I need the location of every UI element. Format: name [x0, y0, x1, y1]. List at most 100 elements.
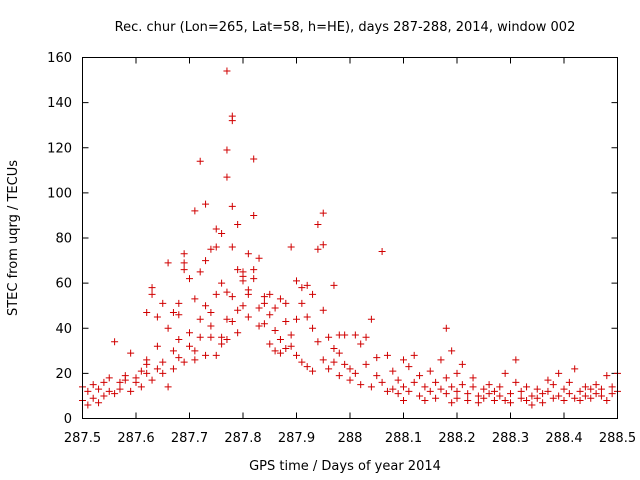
data-point-plus: [260, 299, 268, 307]
data-point-plus: [330, 281, 338, 289]
data-point-plus: [405, 363, 413, 371]
data-point-plus: [383, 387, 391, 395]
data-point-plus: [490, 396, 498, 404]
data-point-plus: [105, 374, 113, 382]
data-point-plus: [111, 390, 119, 398]
y-tick-label: 80: [55, 232, 72, 247]
data-point-plus: [490, 387, 498, 395]
data-point-plus: [153, 313, 161, 321]
data-point-plus: [175, 299, 183, 307]
data-point-plus: [357, 381, 365, 389]
data-point-plus: [362, 333, 370, 341]
data-point-plus: [608, 383, 616, 391]
data-point-plus: [196, 268, 204, 276]
data-point-plus: [228, 117, 236, 125]
data-point-plus: [223, 315, 231, 323]
data-point-plus: [576, 387, 584, 395]
chart-title: Rec. chur (Lon=265, Lat=58, h=HE), days …: [115, 20, 576, 35]
data-point-plus: [544, 376, 552, 384]
data-point-plus: [309, 367, 317, 375]
y-tick-label: 100: [47, 186, 72, 201]
data-point-plus: [250, 266, 258, 274]
data-point-plus: [127, 387, 135, 395]
data-point-plus: [159, 369, 167, 377]
data-point-plus: [255, 254, 263, 262]
data-point-plus: [421, 396, 429, 404]
data-point-plus: [367, 383, 375, 391]
data-point-plus: [169, 308, 177, 316]
x-tick-label: 287.5: [64, 431, 101, 446]
data-point-plus: [218, 333, 226, 341]
data-point-plus: [335, 372, 343, 380]
data-point-plus: [143, 356, 151, 364]
x-tick-label: 287.7: [171, 431, 208, 446]
x-tick-label: 288.3: [492, 431, 529, 446]
data-point-plus: [539, 399, 547, 407]
data-point-plus: [223, 288, 231, 296]
data-point-plus: [544, 387, 552, 395]
data-point-plus: [228, 202, 236, 210]
data-point-plus: [180, 250, 188, 258]
data-point-plus: [416, 372, 424, 380]
data-point-plus: [239, 302, 247, 310]
data-point-plus: [164, 383, 172, 391]
data-point-plus: [282, 317, 290, 325]
data-point-plus: [319, 209, 327, 217]
data-point-plus: [287, 331, 295, 339]
data-point-plus: [458, 360, 466, 368]
data-point-plus: [159, 299, 167, 307]
data-point-plus: [592, 390, 600, 398]
data-point-plus: [432, 378, 440, 386]
data-point-plus: [597, 385, 605, 393]
data-point-plus: [485, 381, 493, 389]
data-point-plus: [416, 392, 424, 400]
data-point-plus: [234, 220, 242, 228]
data-point-plus: [394, 390, 402, 398]
data-point-plus: [244, 250, 252, 258]
data-point-plus: [325, 333, 333, 341]
data-point-plus: [571, 394, 579, 402]
data-point-plus: [303, 363, 311, 371]
data-point-plus: [442, 390, 450, 398]
data-point-plus: [576, 396, 584, 404]
data-point-plus: [469, 383, 477, 391]
y-tick-label: 60: [55, 277, 72, 292]
data-point-plus: [298, 299, 306, 307]
data-point-plus: [432, 394, 440, 402]
data-point-plus: [293, 351, 300, 359]
data-point-plus: [100, 378, 108, 386]
data-point-plus: [549, 381, 557, 389]
data-point-plus: [218, 340, 226, 348]
data-point-plus: [346, 365, 354, 373]
y-tick-label: 140: [47, 96, 72, 111]
data-point-plus: [517, 387, 525, 395]
data-point-plus: [464, 390, 472, 398]
data-point-plus: [314, 338, 322, 346]
data-point-plus: [250, 155, 258, 163]
data-point-plus: [175, 336, 183, 344]
data-point-plus: [319, 356, 327, 364]
data-point-plus: [84, 401, 92, 409]
data-point-plus: [453, 394, 461, 402]
data-point-plus: [95, 399, 103, 407]
data-point-plus: [325, 365, 333, 373]
data-point-plus: [282, 299, 290, 307]
data-point-plus: [421, 383, 429, 391]
data-point-plus: [549, 394, 557, 402]
data-point-plus: [298, 358, 306, 366]
data-point-plus: [464, 396, 472, 404]
data-point-plus: [223, 146, 231, 154]
data-point-plus: [400, 383, 407, 391]
data-point-plus: [271, 327, 279, 335]
data-point-plus: [373, 372, 381, 380]
data-point-plus: [143, 308, 151, 316]
data-point-plus: [228, 317, 236, 325]
data-point-plus: [223, 67, 231, 75]
x-tick-label: 287.6: [117, 431, 154, 446]
y-tick-label: 40: [55, 322, 72, 337]
data-point-plus: [389, 367, 397, 375]
data-point-plus: [148, 284, 156, 292]
data-point-plus: [314, 245, 322, 253]
data-point-plus: [501, 369, 509, 377]
